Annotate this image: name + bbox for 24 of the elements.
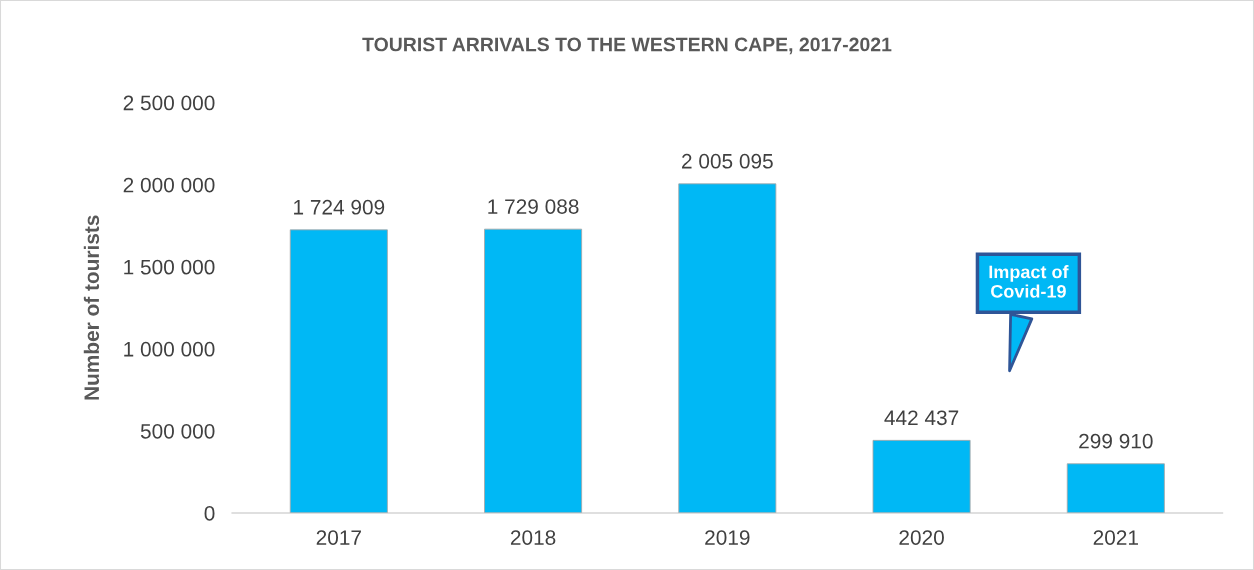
data-label: 299 910 — [1079, 433, 1153, 449]
bar — [872, 439, 971, 513]
y-tick-label: 1 000 000 — [124, 341, 215, 357]
bar — [289, 229, 388, 513]
y-tick-label: 0 — [204, 506, 215, 521]
data-label: 1 724 909 — [294, 199, 385, 215]
annotation: Impact of Covid-19 — [989, 265, 1069, 298]
x-tick-label: 2019 — [705, 530, 750, 545]
y-tick-label: 2 000 000 — [123, 177, 215, 193]
data-label: 2 005 095 — [682, 153, 773, 169]
data-label: 442 437 — [884, 410, 959, 426]
y-axis-title: Number of tourists — [83, 215, 100, 400]
x-tick-label: 2020 — [899, 530, 944, 545]
x-tick-label: 2017 — [316, 530, 361, 545]
chart-title: TOURIST ARRIVALS TO THE WESTERN CAPE, 2017-2021 — [362, 37, 892, 55]
y-tick-label: 1 500 000 — [124, 259, 215, 275]
bar — [1066, 463, 1165, 513]
bar — [484, 228, 583, 513]
bar — [678, 183, 777, 513]
y-tick-label: 2 500 000 — [123, 95, 215, 111]
x-tick-label: 2018 — [510, 530, 556, 545]
y-tick-label: 500 000 — [140, 423, 215, 439]
data-label: 1 729 088 — [488, 199, 579, 214]
x-tick-label: 2021 — [1093, 530, 1138, 545]
